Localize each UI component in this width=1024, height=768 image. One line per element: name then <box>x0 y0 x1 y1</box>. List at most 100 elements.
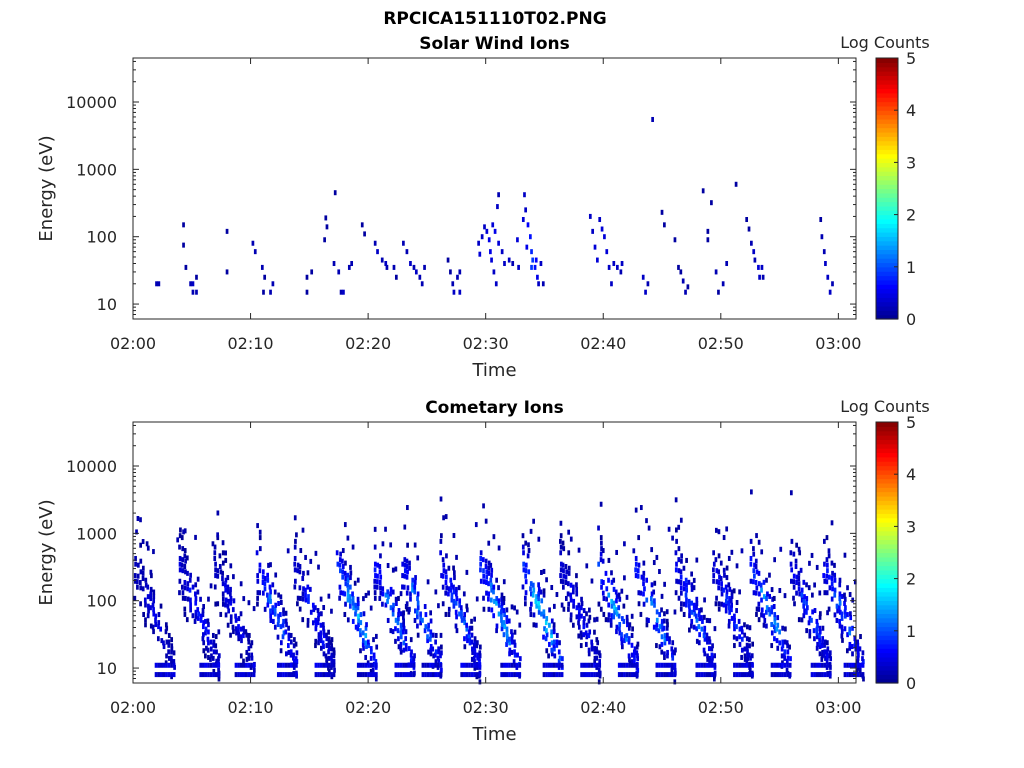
data-cell <box>613 609 616 615</box>
data-cell <box>822 573 826 579</box>
data-cell <box>507 257 511 263</box>
data-cell <box>811 592 814 598</box>
data-cell <box>221 540 225 546</box>
data-cell <box>717 606 721 612</box>
data-cell <box>542 634 545 640</box>
data-cell <box>530 264 533 270</box>
data-cell <box>843 609 847 615</box>
data-cell <box>800 617 804 623</box>
data-cell <box>333 667 336 673</box>
data-cell <box>411 577 415 583</box>
data-cell <box>718 574 721 580</box>
data-cell <box>779 546 783 552</box>
data-cell <box>750 489 753 495</box>
data-cell <box>487 606 491 612</box>
data-cell <box>655 622 659 628</box>
data-cell <box>663 633 667 639</box>
data-cell <box>304 597 308 603</box>
data-cell <box>725 589 729 595</box>
data-cell <box>359 612 363 618</box>
data-cell <box>362 596 365 602</box>
data-cell <box>154 622 158 628</box>
data-cell <box>593 655 597 661</box>
data-cell <box>607 617 610 623</box>
data-cell <box>356 672 360 678</box>
data-cell <box>600 579 604 585</box>
data-cell <box>475 662 479 668</box>
data-cell <box>580 634 583 640</box>
data-cell <box>593 646 597 652</box>
data-cell <box>410 649 413 655</box>
data-cell <box>502 579 506 585</box>
colorbar-segment <box>876 430 898 436</box>
data-cell <box>183 579 187 585</box>
colorbar-segment <box>876 75 898 81</box>
data-cell <box>324 672 328 678</box>
data-cell <box>500 672 504 678</box>
data-cell <box>650 596 653 602</box>
data-cell <box>294 641 298 647</box>
data-cell <box>763 594 766 600</box>
data-cell <box>261 574 265 580</box>
data-cell <box>838 582 842 588</box>
data-cell <box>450 582 453 588</box>
data-cell <box>440 644 443 650</box>
data-cell <box>738 672 741 678</box>
data-cell <box>823 590 827 596</box>
data-cell <box>593 662 596 668</box>
data-cell <box>434 589 438 595</box>
data-cell <box>157 672 160 678</box>
data-cell <box>157 624 160 630</box>
data-cell <box>572 584 575 590</box>
data-cell <box>735 636 739 642</box>
data-cell <box>330 637 334 643</box>
data-cell <box>604 617 608 623</box>
data-cell <box>391 611 395 617</box>
data-cell <box>755 606 759 612</box>
data-cell <box>439 653 442 659</box>
data-cell <box>154 617 157 623</box>
data-cell <box>505 638 509 644</box>
y-tick-label: 1000 <box>76 524 117 543</box>
data-cell <box>705 672 709 678</box>
data-cell <box>521 544 525 550</box>
data-cell <box>765 596 768 602</box>
data-cell <box>845 648 849 654</box>
data-cell <box>500 662 504 668</box>
data-cell <box>674 567 678 573</box>
data-cell <box>567 565 571 571</box>
data-cell <box>167 632 171 638</box>
data-cell <box>402 672 405 678</box>
data-cell <box>219 569 223 575</box>
data-cell <box>485 574 489 580</box>
data-cell <box>408 606 411 612</box>
data-cell <box>421 617 424 623</box>
data-cell <box>693 611 697 617</box>
data-cell <box>139 558 143 564</box>
data-cell <box>762 613 766 619</box>
data-cell <box>306 584 310 590</box>
data-cell <box>249 643 253 649</box>
data-cell <box>810 552 814 558</box>
data-cell <box>322 633 326 639</box>
data-cell <box>478 644 482 650</box>
data-cell <box>652 624 656 630</box>
data-cell <box>813 582 816 588</box>
data-cell <box>601 590 605 596</box>
data-cell <box>625 618 629 624</box>
data-cell <box>717 585 721 591</box>
data-cell <box>657 628 661 634</box>
data-cell <box>341 558 344 564</box>
data-cell <box>369 605 373 611</box>
data-cell <box>826 568 829 574</box>
data-cell <box>652 560 656 566</box>
data-cell <box>440 667 443 673</box>
data-cell <box>653 602 656 608</box>
data-cell <box>400 626 403 632</box>
data-cell <box>760 549 764 555</box>
data-cell <box>550 633 553 639</box>
data-cell <box>808 629 812 635</box>
data-cell <box>636 573 640 579</box>
data-cell <box>378 563 382 570</box>
data-cell <box>540 598 544 604</box>
